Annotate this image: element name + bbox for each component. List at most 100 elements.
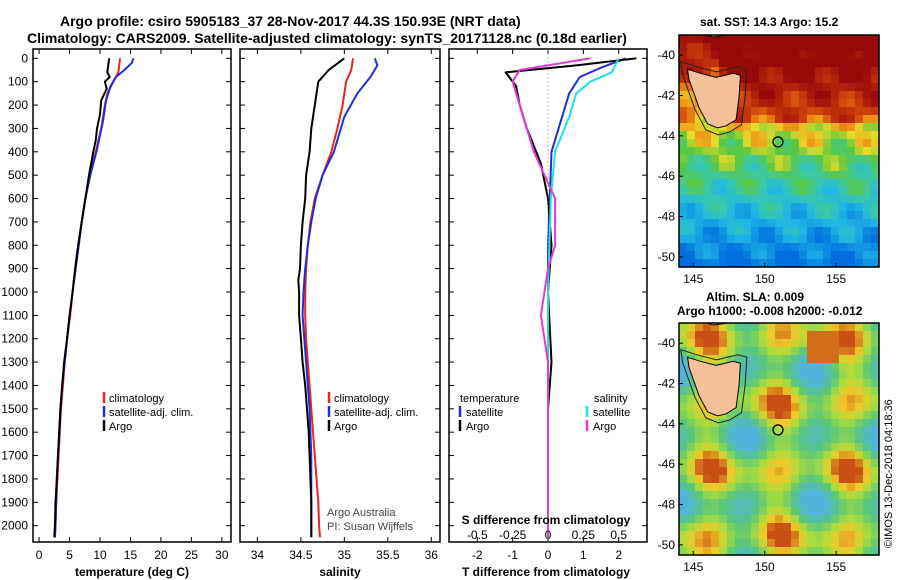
map-cell	[735, 395, 744, 404]
map-cell	[823, 475, 832, 484]
map-cell	[751, 331, 760, 340]
map-cell	[695, 195, 704, 204]
map-cell	[767, 523, 776, 532]
map-cell	[695, 339, 704, 348]
map-cell	[815, 467, 824, 476]
map-cell	[855, 211, 864, 220]
map-cell	[791, 59, 800, 68]
x-tick-label: 34	[251, 548, 265, 562]
map-cell	[799, 59, 808, 68]
map-cell	[847, 243, 856, 252]
map-cell	[751, 83, 760, 92]
map-cell	[727, 523, 736, 532]
depth-tick-label: 1700	[1, 449, 28, 463]
map-cell	[831, 115, 840, 124]
map-cell	[783, 547, 792, 556]
depth-tick-label: 1000	[1, 285, 28, 299]
map-cell	[863, 451, 872, 460]
x-tick-label: 15	[124, 548, 138, 562]
map-cell	[863, 395, 872, 404]
map-cell	[871, 387, 880, 396]
map-cell	[823, 59, 832, 68]
map-cell	[719, 419, 728, 428]
map-cell	[815, 387, 824, 396]
map-cell	[799, 387, 808, 396]
depth-tick-label: 1400	[1, 378, 28, 392]
sst-map-title: sat. SST: 14.3 Argo: 15.2	[700, 15, 839, 29]
map-cell	[847, 131, 856, 140]
series-argo	[297, 57, 345, 538]
map-cell	[807, 91, 816, 100]
map-cell	[695, 67, 704, 76]
map-cell	[855, 451, 864, 460]
map-cell	[791, 395, 800, 404]
map-cell	[847, 523, 856, 532]
map-cell	[831, 235, 840, 244]
map-cell	[799, 403, 808, 412]
map-cell	[831, 459, 840, 468]
map-cell	[735, 195, 744, 204]
map-cell	[703, 515, 712, 524]
legend-argo-label: Argo	[334, 421, 357, 433]
map-cell	[783, 483, 792, 492]
map-cell	[743, 491, 752, 500]
map-cell	[863, 355, 872, 364]
map-cell	[711, 491, 720, 500]
map-cell	[863, 203, 872, 212]
map-cell	[711, 251, 720, 260]
map-cell	[839, 131, 848, 140]
map-cell	[767, 155, 776, 164]
map-cell	[815, 395, 824, 404]
map-cell	[791, 347, 800, 356]
map-cell	[831, 179, 840, 188]
map-cell	[831, 139, 840, 148]
map-cell	[735, 147, 744, 156]
map-cell	[831, 547, 840, 556]
map-cell	[719, 539, 728, 548]
map-cell	[679, 147, 688, 156]
map-cell	[823, 467, 832, 476]
map-cell	[687, 443, 696, 452]
map-cell	[783, 227, 792, 236]
map-cell	[855, 139, 864, 148]
map-cell	[855, 179, 864, 188]
map-cell	[855, 203, 864, 212]
map-cell	[855, 371, 864, 380]
depth-tick-label: 600	[8, 192, 28, 206]
map-cell	[679, 387, 688, 396]
map-cell	[703, 195, 712, 204]
map-cell	[823, 163, 832, 172]
map-cell	[839, 195, 848, 204]
map-cell	[775, 171, 784, 180]
map-cell	[727, 219, 736, 228]
map-cell	[687, 59, 696, 68]
map-cell	[823, 179, 832, 188]
map-cell	[791, 147, 800, 156]
map-cell	[783, 363, 792, 372]
map-cell	[727, 227, 736, 236]
map-cell	[775, 219, 784, 228]
legend-salinity-heading: salinity	[594, 393, 628, 405]
map-cell	[871, 131, 880, 140]
map-cell	[735, 131, 744, 140]
map-cell	[855, 147, 864, 156]
map-cell	[823, 203, 832, 212]
map-cell	[847, 531, 856, 540]
map-cell	[695, 123, 704, 132]
map-cell	[751, 251, 760, 260]
map-cell	[711, 451, 720, 460]
map-cell	[695, 443, 704, 452]
map-cell	[735, 35, 744, 44]
map-cell	[807, 363, 816, 372]
map-cell	[839, 427, 848, 436]
map-cell	[719, 147, 728, 156]
map-cell	[727, 147, 736, 156]
map-cell	[823, 459, 832, 468]
map-cell	[815, 363, 824, 372]
map-cell	[783, 243, 792, 252]
map-cell	[727, 323, 736, 332]
map-cell	[783, 59, 792, 68]
map-cell	[727, 235, 736, 244]
map-cell	[687, 491, 696, 500]
argo-location-marker	[772, 136, 784, 148]
